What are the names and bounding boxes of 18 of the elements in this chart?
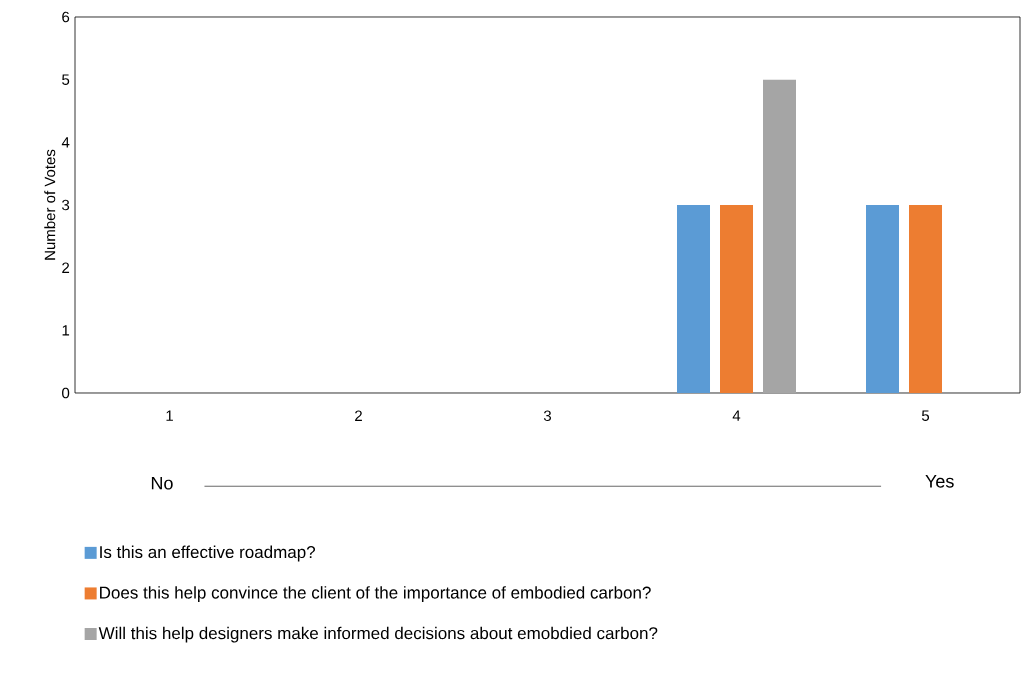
x-tick-label: 1	[166, 410, 173, 421]
text: Yes	[925, 475, 954, 488]
legend-label: Is this an effective roadmap?	[100, 545, 316, 562]
x-tick-label: 3	[543, 410, 552, 422]
legend-label: Will this help designers make informed decisions about emobdied carbon?	[98, 626, 658, 643]
y-tick-label: 4	[61, 137, 70, 148]
y-tick-label: 0	[62, 387, 70, 399]
y-tick-label: 1	[62, 325, 70, 336]
legend-label: Does this help convince the client of the importance of embodied carbon?	[100, 586, 651, 602]
y-tick-label: 6	[62, 11, 70, 23]
x-tick-label: 4	[732, 410, 741, 421]
y-tick-label: 2	[62, 262, 70, 273]
x-tick-label: 5	[921, 410, 930, 421]
y-axis-title: Number of Votes	[44, 149, 56, 260]
y-tick-label: 5	[62, 74, 70, 85]
text: No	[151, 476, 173, 490]
x-tick-label: 2	[355, 410, 362, 421]
y-tick-label: 3	[62, 199, 70, 211]
